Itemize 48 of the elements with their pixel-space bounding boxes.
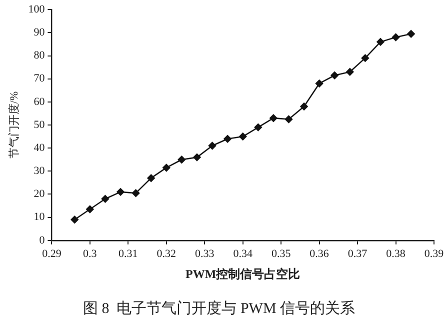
y-tick-label: 0 — [39, 234, 46, 246]
point — [70, 216, 78, 224]
y-tick-label: 80 — [34, 50, 46, 62]
point — [239, 132, 247, 140]
y-tick-label: 100 — [28, 3, 46, 16]
y-tick-label: 20 — [34, 188, 46, 200]
point — [315, 80, 324, 88]
point — [376, 38, 384, 46]
y-tick-label: 90 — [34, 26, 46, 39]
x-tick-label: 0.39 — [424, 248, 444, 260]
text: 图 8 电子节气门开度与 PWM 信号的关系 — [82, 300, 356, 317]
y-axis-title: 节气门开度/% — [7, 91, 20, 159]
point — [224, 135, 232, 143]
y-tick-label: 60 — [34, 96, 46, 108]
point — [101, 195, 110, 203]
x-tick-label: 0.32 — [156, 248, 176, 260]
point — [330, 72, 338, 80]
point — [346, 68, 354, 76]
point — [254, 123, 262, 132]
point — [208, 142, 216, 150]
x-tick-label: 0.38 — [386, 248, 406, 260]
y-tick-label: 70 — [34, 72, 46, 85]
x-axis-title: PWM控制信号占空比 — [186, 266, 300, 281]
point — [193, 153, 201, 162]
point — [132, 189, 140, 197]
point — [407, 30, 415, 38]
y-tick-label: 50 — [34, 118, 46, 131]
point — [300, 102, 308, 110]
y-tick-label: 30 — [34, 165, 46, 178]
point — [116, 188, 124, 196]
y-tick-label: 10 — [34, 211, 46, 224]
x-tick-label: 0.35 — [271, 248, 292, 260]
x-tick-label: 0.37 — [348, 248, 368, 260]
x-tick-label: 0.29 — [42, 248, 62, 260]
point — [392, 33, 400, 42]
x-tick-label: 0.36 — [310, 248, 330, 260]
x-tick-label: 0.3 — [83, 248, 98, 260]
point — [162, 164, 170, 172]
x-tick-label: 0.33 — [194, 248, 215, 260]
point — [86, 205, 94, 214]
point — [361, 54, 370, 62]
x-tick-label: 0.34 — [233, 248, 253, 260]
point — [284, 115, 293, 124]
x-tick-label: 0.31 — [118, 248, 138, 260]
point — [270, 114, 278, 122]
point — [147, 174, 155, 182]
point — [178, 156, 186, 164]
y-tick-label: 40 — [34, 142, 46, 154]
